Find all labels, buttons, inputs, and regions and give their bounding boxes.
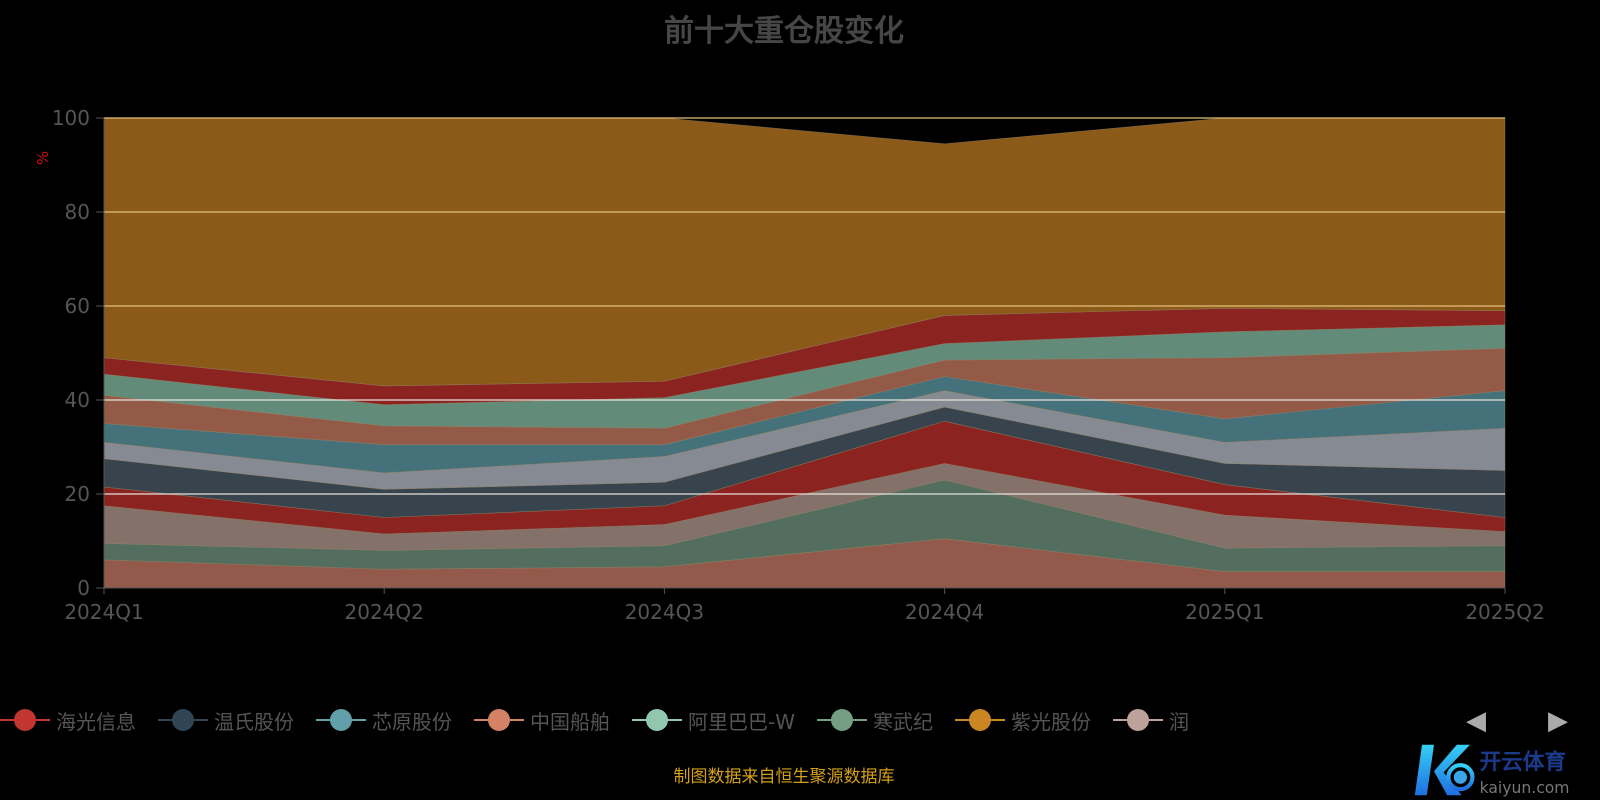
watermark-en: kaiyun.com (1480, 779, 1570, 797)
legend-label: 阿里巴巴-W (688, 709, 795, 734)
legend-item[interactable]: 阿里巴巴-W (632, 706, 795, 735)
legend-item[interactable]: 寒武纪 (817, 706, 933, 735)
y-tick-label: 80 (65, 200, 90, 224)
legend-label: 寒武纪 (873, 709, 933, 734)
y-tick-label: 20 (65, 482, 90, 506)
legend-item[interactable]: 中国船舶 (474, 706, 610, 735)
legend-item[interactable]: 海光信息 (0, 706, 136, 735)
legend-item[interactable]: 温氏股份 (158, 706, 294, 735)
legend-label: 润 (1169, 709, 1189, 734)
legend-marker-icon (632, 708, 682, 732)
legend-item[interactable]: 紫光股份 (955, 706, 1091, 735)
legend-label: 海光信息 (56, 709, 136, 734)
x-tick-label: 2025Q2 (1465, 600, 1544, 624)
x-tick-label: 2024Q2 (345, 600, 424, 624)
legend-label: 紫光股份 (1011, 709, 1091, 734)
legend-label: 温氏股份 (214, 709, 294, 734)
data-source-note: 制图数据来自恒生聚源数据库 (673, 767, 895, 787)
y-tick-label: 0 (77, 576, 90, 600)
legend-marker-icon (0, 708, 50, 732)
x-tick-label: 2024Q3 (625, 600, 704, 624)
legend-item[interactable]: 润 (1113, 706, 1189, 735)
chart-title: 前十大重仓股变化 (664, 14, 904, 49)
stacked-area-chart: 0 20 40 60 80 100 2024Q1 2024Q2 2024Q3 2024Q4 2025… (34, 106, 1545, 624)
legend-item[interactable]: 芯原股份 (316, 706, 452, 735)
legend-marker-icon (316, 708, 366, 732)
legend-marker-icon (158, 708, 208, 732)
y-axis-label: % (34, 151, 52, 165)
y-tick-label: 100 (52, 106, 90, 130)
x-tick-label: 2024Q4 (905, 600, 984, 624)
legend: 海光信息 温氏股份 芯原股份 中国船舶 阿里巴巴-W 寒武纪 紫光股份 润 (0, 702, 1211, 738)
legend-marker-icon (817, 708, 867, 732)
legend-next-button[interactable]: ▶ (1548, 706, 1568, 736)
x-tick-label: 2025Q1 (1185, 600, 1264, 624)
x-tick-label: 2024Q1 (64, 600, 143, 624)
legend-label: 中国船舶 (530, 709, 610, 734)
y-tick-label: 40 (65, 388, 90, 412)
y-tick-label: 60 (65, 294, 90, 318)
legend-marker-icon (474, 708, 524, 732)
legend-label: 芯原股份 (372, 709, 452, 734)
legend-marker-icon (1113, 708, 1163, 732)
watermark-logo: 开云体育 kaiyun.com (1414, 744, 1570, 797)
legend-marker-icon (955, 708, 1005, 732)
watermark-cn: 开云体育 (1480, 749, 1566, 775)
watermark-k-icon (1414, 744, 1470, 796)
legend-prev-button[interactable]: ◀ (1466, 706, 1486, 736)
